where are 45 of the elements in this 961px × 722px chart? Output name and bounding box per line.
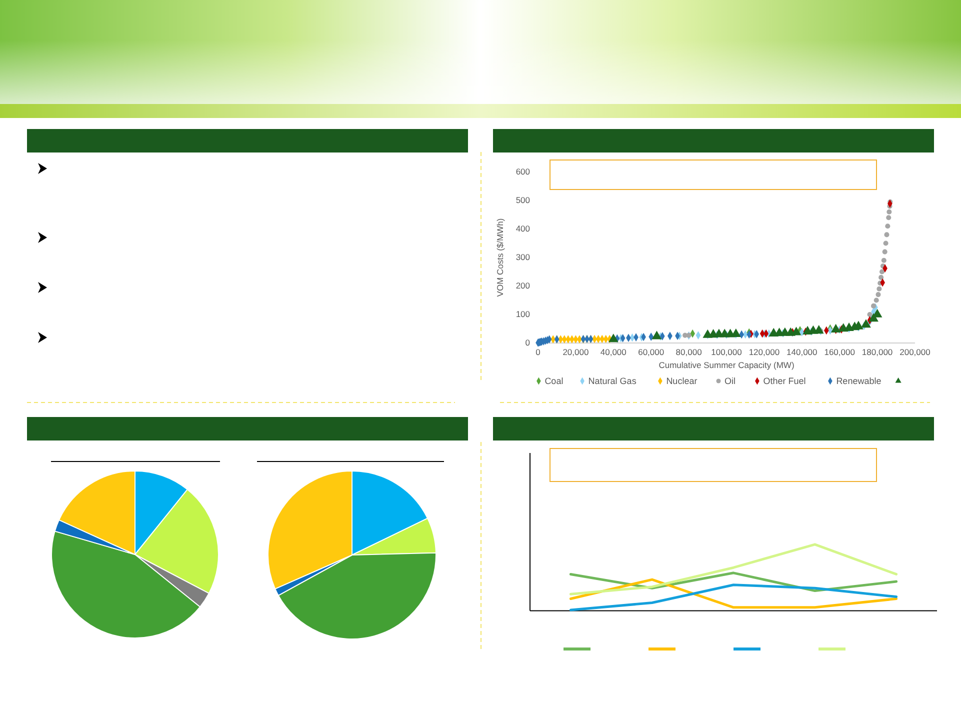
y-tick-label: 300 [516, 252, 530, 262]
point [876, 292, 881, 298]
legend-label: Oil [724, 376, 736, 386]
legend-label: Renewable [836, 376, 882, 386]
point [881, 258, 886, 263]
x-tick-label: 0 [536, 347, 541, 357]
legend-label: Natural Gas [588, 376, 637, 386]
x-tick-label: 40,000 [600, 347, 627, 357]
x-tick-label: 60,000 [638, 347, 664, 357]
point [886, 209, 892, 214]
y-tick-label: 0 [525, 337, 530, 348]
y-tick-label: 500 [516, 194, 530, 205]
point [861, 319, 871, 328]
x-tick-label: 20,000 [562, 347, 589, 357]
y-tick-label: 100 [516, 308, 530, 319]
point [883, 240, 888, 246]
point [878, 274, 884, 280]
point [874, 298, 879, 303]
x-axis-title: Cumulative Summer Capacity (MW) [658, 360, 794, 370]
point [608, 334, 618, 342]
point [814, 325, 824, 334]
point [886, 215, 892, 220]
x-tick-label: 180,000 [862, 347, 893, 357]
x-tick-label: 140,000 [786, 347, 818, 357]
x-tick-label: 120,000 [748, 347, 780, 357]
point [876, 286, 882, 292]
point [879, 269, 885, 274]
x-tick-label: 200,000 [900, 347, 931, 357]
point [830, 324, 841, 332]
x-tick-label: 80,000 [676, 347, 702, 357]
y-tick-label: 600 [516, 166, 530, 176]
legend-label: Other Fuel [763, 376, 806, 386]
y-tick-label: 400 [516, 223, 530, 234]
y-tick-label: 200 [516, 280, 530, 290]
legend-label: Nuclear [666, 376, 698, 386]
x-tick-label: 100,000 [711, 347, 742, 357]
point [871, 303, 876, 308]
legend-label: Coal [544, 376, 564, 386]
x-tick-label: 160,000 [824, 347, 856, 357]
point [884, 232, 890, 238]
point [867, 312, 872, 318]
point [652, 330, 662, 340]
point [885, 224, 890, 229]
point [882, 249, 888, 254]
y-axis-title: VOM Costs ($/MWh) [495, 218, 505, 297]
